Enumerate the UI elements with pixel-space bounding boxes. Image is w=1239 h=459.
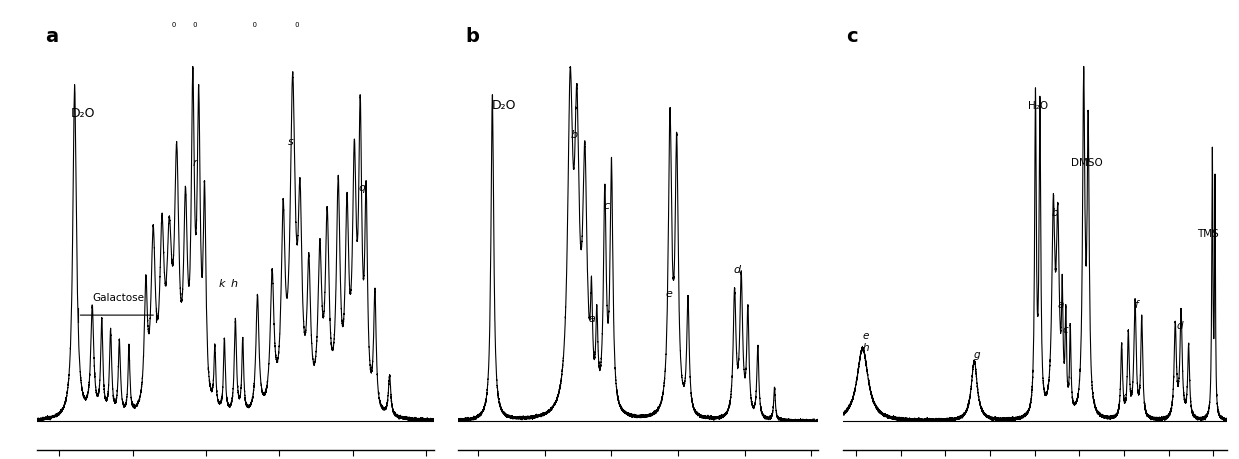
Text: D₂O: D₂O <box>71 106 95 120</box>
Text: e
h: e h <box>862 331 869 353</box>
Text: c: c <box>603 201 610 211</box>
Text: f: f <box>1135 300 1139 310</box>
Text: a: a <box>1057 300 1063 310</box>
Text: D₂O: D₂O <box>492 100 515 112</box>
Text: s: s <box>287 137 294 147</box>
Text: a: a <box>45 27 58 46</box>
Text: TMS: TMS <box>1197 229 1219 239</box>
Text: r: r <box>193 158 197 168</box>
Text: O    O             O         O: O O O O <box>172 22 299 28</box>
Text: b: b <box>571 130 577 140</box>
Text: DMSO: DMSO <box>1070 158 1103 168</box>
Text: h: h <box>230 279 238 289</box>
Text: c: c <box>846 27 857 46</box>
Text: g: g <box>973 350 980 360</box>
Text: Galactose: Galactose <box>92 293 144 303</box>
Text: d: d <box>733 264 740 274</box>
Text: d: d <box>1176 321 1183 331</box>
Text: a: a <box>589 314 595 324</box>
Text: b: b <box>1052 208 1058 218</box>
Text: b: b <box>466 27 479 46</box>
Text: q: q <box>358 183 366 193</box>
Text: k: k <box>219 279 225 289</box>
Text: e: e <box>665 289 673 299</box>
Text: H₂O: H₂O <box>1027 101 1048 112</box>
Text: c: c <box>1063 325 1069 335</box>
